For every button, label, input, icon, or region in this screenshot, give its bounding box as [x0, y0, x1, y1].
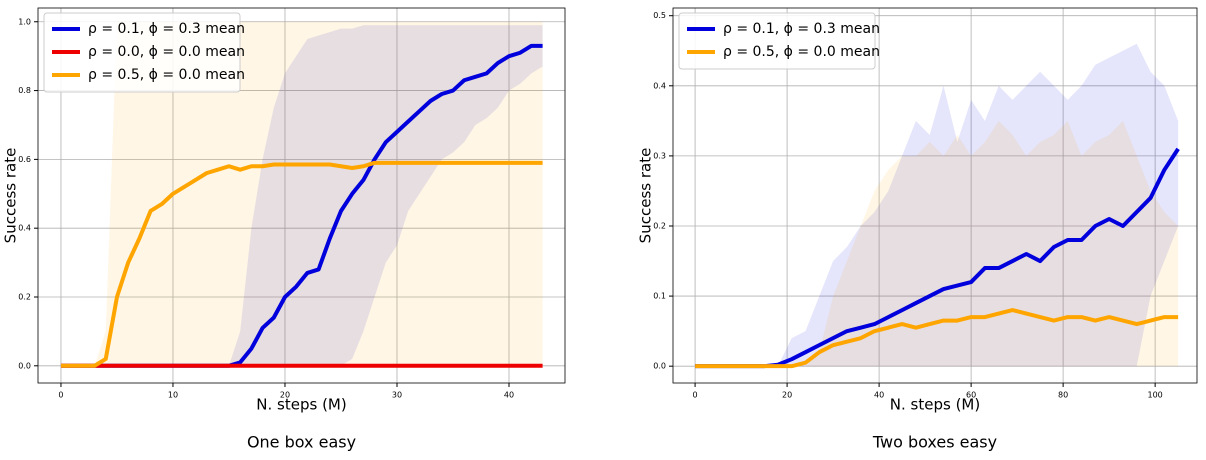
y-tick-label: 0.8	[18, 86, 31, 95]
legend-label: ρ = 0.5, ϕ = 0.0 mean	[723, 44, 880, 60]
y-axis-label: Success rate	[2, 148, 20, 244]
x-tick-label: 40	[874, 391, 884, 400]
y-tick-label: 0.0	[653, 362, 666, 371]
band	[695, 43, 1179, 367]
plot-area	[60, 21, 543, 368]
legend: ρ = 0.1, ϕ = 0.3 mean ρ = 0.0, ϕ = 0.0 me…	[43, 12, 245, 93]
x-tick-label: 20	[782, 391, 792, 400]
legend: ρ = 0.1, ϕ = 0.3 mean ρ = 0.5, ϕ = 0.0 me…	[678, 12, 880, 70]
y-tick-label: 0.4	[18, 224, 31, 233]
x-tick-label: 20	[280, 391, 290, 400]
chart-title: One box easy	[247, 433, 356, 452]
axes-frame	[37, 7, 566, 384]
x-tick-label: 10	[168, 391, 178, 400]
subplot: 0.0 0.2 0.4 0.6 0.8 1.0 0 10 20 30 40 N. steps (M) S…	[2, 7, 566, 452]
legend-label: ρ = 0.5, ϕ = 0.0 mean	[88, 67, 245, 83]
x-tick-label: 40	[504, 391, 514, 400]
y-tick-label: 0.1	[653, 292, 666, 301]
band	[695, 120, 1179, 367]
x-tick-label: 30	[392, 391, 402, 400]
chart-title: Two boxes easy	[872, 433, 997, 452]
x-tick-label: 80	[1058, 391, 1068, 400]
y-tick-label: 0.0	[18, 361, 31, 370]
y-tick-label: 0.2	[653, 221, 666, 230]
subplot: 0.0 0.1 0.2 0.3 0.4 0.5 0 20 40 60 80 100 N. steps (…	[637, 7, 1198, 452]
plot-area	[695, 43, 1180, 369]
legend-label: ρ = 0.1, ϕ = 0.3 mean	[88, 21, 245, 37]
y-tick-label: 0.3	[653, 151, 666, 160]
x-tick-label: 60	[966, 391, 976, 400]
legend-label: ρ = 0.1, ϕ = 0.3 mean	[723, 21, 880, 37]
x-axis-label: N. steps (M)	[256, 396, 346, 414]
legend-label: ρ = 0.0, ϕ = 0.0 mean	[88, 44, 245, 60]
y-tick-label: 0.4	[653, 81, 666, 90]
axes-frame	[672, 7, 1198, 384]
y-tick-label: 1.0	[18, 17, 31, 26]
legend-box	[678, 12, 876, 70]
x-tick-label: 0	[693, 391, 698, 400]
legend-box	[43, 12, 241, 93]
x-tick-label: 100	[1147, 391, 1162, 400]
y-tick-label: 0.2	[18, 292, 31, 301]
x-tick-label: 0	[58, 391, 63, 400]
y-tick-label: 0.5	[653, 11, 666, 20]
x-axis-label: N. steps (M)	[890, 396, 980, 414]
y-tick-label: 0.6	[18, 155, 31, 164]
y-axis-label: Success rate	[637, 148, 655, 244]
line	[695, 308, 1179, 369]
line	[60, 160, 543, 368]
